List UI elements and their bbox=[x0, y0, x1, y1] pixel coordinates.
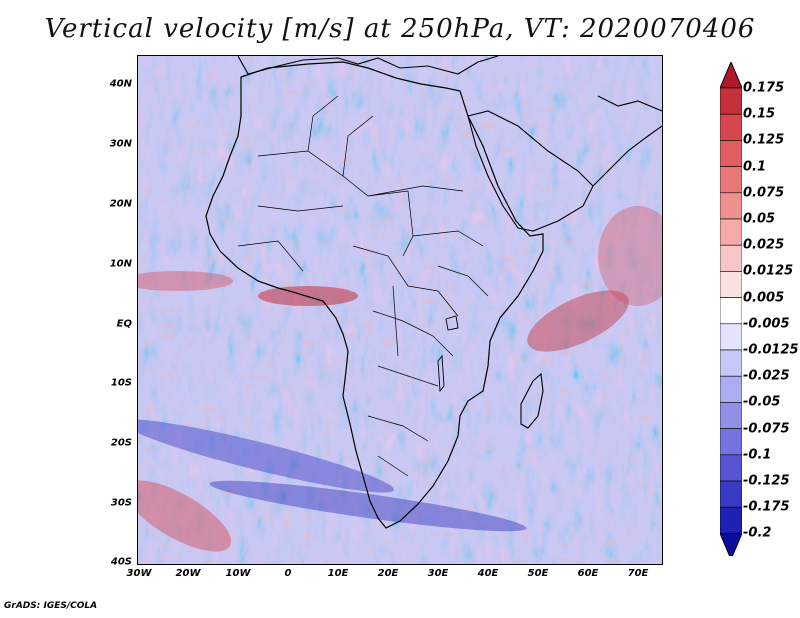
colorbar bbox=[720, 62, 742, 556]
colorbar-label: -0.025 bbox=[743, 368, 790, 384]
lat-tick-label: 30N bbox=[109, 138, 132, 150]
colorbar-label: -0.2 bbox=[743, 525, 772, 541]
lat-tick-label: 20N bbox=[109, 198, 132, 210]
lat-tick-label: 10N bbox=[109, 258, 132, 270]
lon-tick-label: 60E bbox=[577, 568, 599, 579]
map-panel bbox=[137, 55, 663, 565]
field-texture-red bbox=[138, 56, 662, 564]
arabian-sea-updraft bbox=[598, 206, 662, 306]
lon-tick-label: 20W bbox=[175, 568, 201, 579]
colorbar-label: 0.175 bbox=[743, 80, 785, 96]
colorbar-label: 0.1 bbox=[743, 159, 767, 175]
atlantic-updraft bbox=[138, 271, 233, 291]
grads-credit: GrADS: IGES/COLA bbox=[4, 601, 98, 611]
southwest-updraft bbox=[138, 480, 232, 552]
velocity-field-map bbox=[138, 56, 662, 564]
colorbar-swatch bbox=[720, 113, 742, 141]
lat-tick-label: 40S bbox=[110, 556, 132, 568]
madagascar-coastline bbox=[520, 372, 544, 429]
colorbar-label: -0.0125 bbox=[743, 342, 799, 358]
lake-malawi bbox=[437, 354, 445, 393]
colorbar-label: 0.15 bbox=[743, 106, 776, 122]
lat-tick-label: 30S bbox=[110, 497, 132, 509]
lake-victoria bbox=[445, 315, 459, 331]
lat-tick-label: EQ bbox=[116, 318, 132, 330]
colorbar-label: -0.175 bbox=[743, 499, 790, 515]
colorbar-swatch bbox=[720, 402, 742, 429]
lon-tick-label: 20E bbox=[377, 568, 399, 579]
southern-downdraft-band bbox=[138, 419, 394, 493]
colorbar-label: 0.0125 bbox=[743, 263, 794, 279]
colorbar-swatch bbox=[720, 87, 742, 115]
lat-tick-label: 20S bbox=[110, 437, 132, 449]
colorbar-label: -0.005 bbox=[743, 316, 790, 332]
colorbar-label: -0.05 bbox=[743, 394, 781, 410]
colorbar-swatch bbox=[720, 375, 742, 403]
lon-tick-label: 50E bbox=[527, 568, 549, 579]
lon-tick-label: 30W bbox=[126, 568, 152, 579]
country-borders bbox=[237, 95, 489, 477]
arabia-coastline bbox=[467, 110, 594, 232]
colorbar-swatch bbox=[720, 349, 742, 377]
lon-tick-label: 10E bbox=[327, 568, 349, 579]
colorbar-label: -0.1 bbox=[743, 447, 772, 463]
colorbar-swatch bbox=[720, 244, 742, 272]
colorbar-swatch bbox=[720, 140, 742, 167]
colorbar-swatch bbox=[720, 166, 742, 194]
colorbar-label: -0.125 bbox=[743, 473, 790, 489]
colorbar-swatch bbox=[720, 271, 742, 298]
asia-coastline bbox=[592, 95, 662, 187]
colorbar-swatch bbox=[720, 192, 742, 220]
colorbar-swatch bbox=[720, 323, 742, 351]
lon-tick-label: 40E bbox=[477, 568, 499, 579]
lon-tick-label: 0 bbox=[284, 568, 292, 579]
colorbar-label: 0.125 bbox=[743, 132, 785, 148]
southern-downdraft-band-2 bbox=[209, 480, 527, 532]
europe-coastline bbox=[237, 56, 499, 75]
colorbar-swatch bbox=[720, 218, 742, 246]
colorbar-swatch bbox=[720, 454, 742, 482]
indian-ocean-updraft bbox=[527, 290, 629, 352]
colorbar-min-arrow bbox=[720, 532, 742, 556]
lon-tick-label: 70E bbox=[627, 568, 649, 579]
colorbar-swatch bbox=[720, 506, 742, 534]
colorbar-swatch bbox=[720, 297, 742, 325]
colorbar-swatch bbox=[720, 428, 742, 456]
colorbar-label: 0.05 bbox=[743, 211, 776, 227]
colorbar-label: 0.025 bbox=[743, 237, 785, 253]
colorbar-max-arrow bbox=[720, 62, 742, 89]
colorbar-swatch bbox=[720, 480, 742, 508]
lat-tick-label: 40N bbox=[109, 78, 132, 90]
colorbar-label: -0.075 bbox=[743, 421, 790, 437]
colorbar-label: 0.075 bbox=[743, 185, 785, 201]
lon-tick-label: 10W bbox=[225, 568, 251, 579]
lon-tick-label: 30E bbox=[427, 568, 449, 579]
lat-tick-label: 10S bbox=[110, 377, 132, 389]
colorbar-label: 0.005 bbox=[743, 290, 785, 306]
map-title: Vertical velocity [m/s] at 250hPa, VT: 2… bbox=[44, 14, 756, 44]
